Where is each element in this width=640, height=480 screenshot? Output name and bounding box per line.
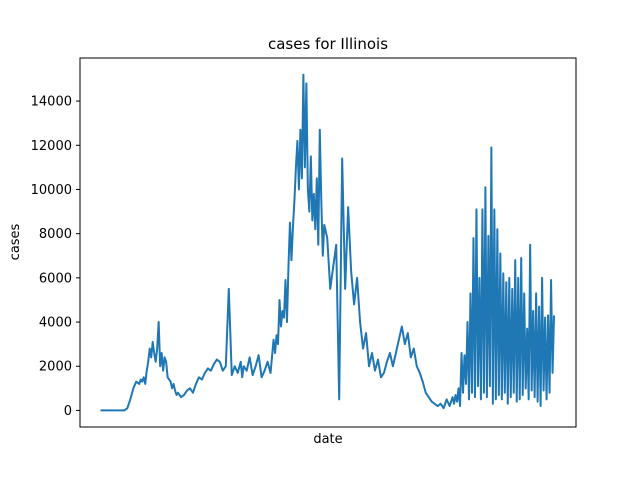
y-axis-label: cases bbox=[8, 223, 23, 260]
series-line-cases bbox=[100, 73, 556, 412]
y-tick-label: 6000 bbox=[39, 271, 72, 286]
y-tick-label: 2000 bbox=[39, 360, 72, 375]
y-tick-label: 12000 bbox=[31, 139, 72, 154]
x-axis-label: date bbox=[313, 432, 342, 447]
y-tick-label: 14000 bbox=[31, 95, 72, 110]
y-tick-label: 10000 bbox=[31, 183, 72, 198]
plot-area bbox=[100, 73, 556, 412]
y-tick-label: 4000 bbox=[39, 316, 72, 331]
y-tick-label: 0 bbox=[64, 404, 72, 419]
axes-frame bbox=[79, 57, 577, 428]
y-tick-label: 8000 bbox=[39, 227, 72, 242]
y-axis: 0 2000 4000 6000 8000 10000 12000 14000 bbox=[31, 95, 80, 419]
chart-title: cases for Illinois bbox=[268, 35, 388, 53]
